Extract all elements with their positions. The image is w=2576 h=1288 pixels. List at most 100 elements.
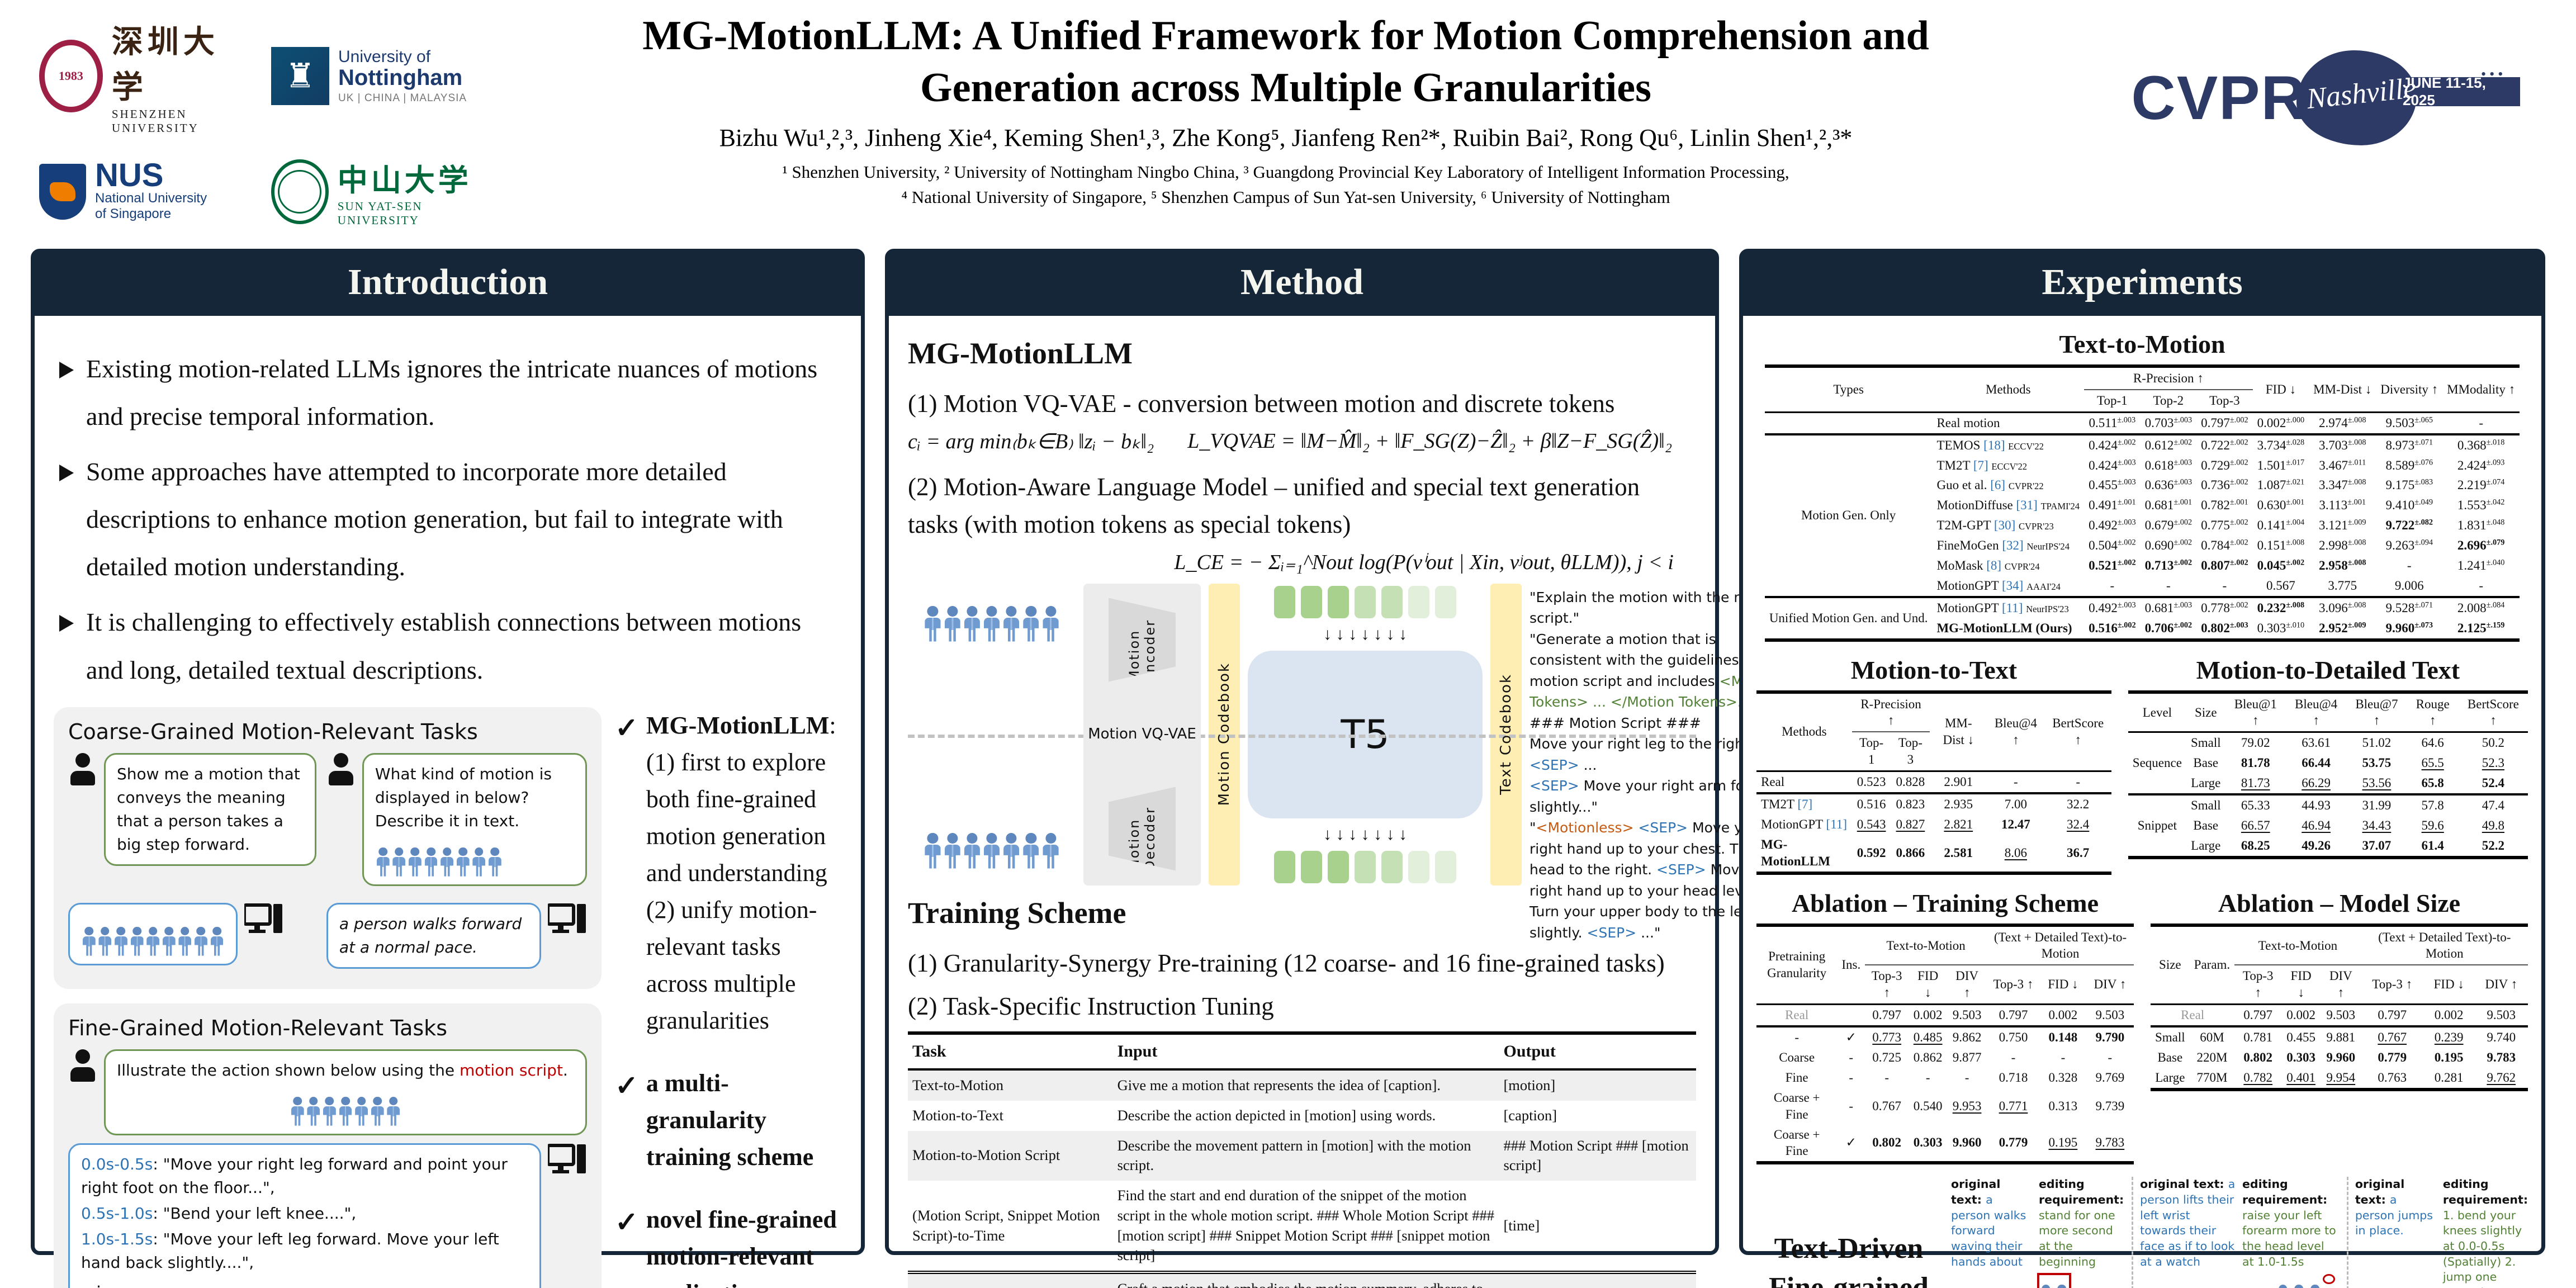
person-silhouette-icon [945,606,960,642]
logo-nus: NUS National University of Singapore [39,155,254,228]
nus-line2: of Singapore [95,206,172,221]
coarse-question-2: What kind of motion is displayed in belo… [362,752,587,886]
ablation-model-size-title: Ablation – Model Size [2218,888,2461,917]
person-silhouette-icon [2309,1285,2322,1288]
person-silhouette-icon [211,927,224,956]
person-silhouette-icon [371,1097,384,1126]
user-icon [326,753,356,785]
logo-university-of-nottingham: ♜ University of Nottingham UK | CHINA | … [271,17,486,135]
guitar-icon: JUNE 11-15, 2025 ••• Nashville [2296,50,2537,145]
motion-frames [81,912,225,956]
person-silhouette-icon [163,927,176,956]
person-silhouette-icon [323,1097,336,1126]
fine-box-title: Fine-Grained Motion-Relevant Tasks [68,1015,447,1040]
computer-icon [547,903,586,933]
coarse-answer-2: a person walks forward at a normal pace. [326,902,541,969]
introduction-column: Introduction Existing motion-related LLM… [31,249,865,1288]
intro-bullet-1: Existing motion-related LLMs ignores the… [86,354,818,431]
user-icon [68,753,97,785]
person-silhouette-icon [377,847,390,877]
input-col-header: Input [1112,1031,1499,1071]
down-arrows: ↓ ↓ ↓ ↓ ↓ ↓ ↓ [1323,825,1407,844]
person-silhouette-icon [98,927,111,956]
training-scheme-heading: Training Scheme [908,896,1126,930]
fine-question-1: Illustrate the action shown below using … [104,1049,587,1135]
figure-divider [908,734,1696,738]
person-silhouette-icon [195,927,207,956]
vqvae-loss-formula: L_VQVAE = ‖M−M̂‖₂ + ‖F_SG(Z)−Ẑ‖₂ + β‖Z−F… [1187,429,1673,453]
person-silhouette-icon [1023,833,1039,869]
poster-title: MG-MotionLLM: A Unified Framework for Mo… [642,13,1929,111]
logo-sun-yat-sen-university: 中山大学 SUN YAT-SEN UNIVERSITY [271,155,486,228]
person-silhouette-icon [1043,833,1058,869]
text-to-motion-table: Types Methods R-Precision ↑ FID ↓ MM-Dis… [1764,364,2520,642]
person-silhouette-icon [115,927,127,956]
person-silhouette-icon [964,833,980,869]
person-silhouette-icon [1003,833,1019,869]
authors: Bizhu Wu¹,²,³, Jinheng Xie⁴, Keming Shen… [719,124,1853,151]
experiments-title: Experiments [1742,252,2542,316]
edit-example-3: original text: a person jumps in place. … [2346,1177,2528,1288]
bullet-arrow-icon [59,362,74,378]
edit-example-1: original text: a person walks forward wa… [1951,1177,2124,1288]
cvpr-wordmark: CVPR [2131,63,2307,132]
input-token-chips [1274,585,1456,618]
coarse-box-title: Coarse-Grained Motion-Relevant Tasks [68,719,478,744]
motion-after [2275,1277,2323,1288]
motion-edit-section: Text-Driven Fine-grained Motion Edit ori… [1756,1177,2528,1288]
person-silhouette-icon [425,847,438,877]
fine-answer-motion-script: 0.0s-0.5s: "Move your right leg forward … [68,1143,541,1288]
check-icon: ✓ [615,1069,638,1101]
introduction-bullets: Existing motion-related LLMs ignores the… [59,345,836,694]
edited-frames-highlight [2037,1273,2071,1288]
method-point-1: (1) Motion VQ-VAE - conversion between m… [908,390,1615,418]
task-col-header: Task [908,1031,1113,1071]
training-scheme-1: (1) Granularity-Synergy Pre-training (12… [908,949,1665,977]
method-point-2: (2) Motion-Aware Language Model – unifie… [908,472,1640,539]
introduction-highlights: ✓ MG-MotionLLM: (1) first to explore both… [615,707,842,1288]
sysu-seal-icon [271,159,329,224]
edit-example-2: original text: a person lifts their left… [2132,1177,2339,1288]
motion-to-text-table-title: Motion-to-Text [1850,655,2018,684]
figure-text-generate-prompt: "Generate a motion that is consistent wi… [1530,631,1784,815]
ablation-model-size-table: Size Param. Text-to-Motion (Text + Detai… [2151,924,2528,1091]
logo-shenzhen-university: 1983 深圳大学 SHENZHEN UNIVERSITY [39,17,254,135]
person-silhouette-icon [355,1097,368,1126]
bullet-arrow-icon [59,615,74,632]
person-silhouette-icon [2293,1285,2305,1288]
person-silhouette-icon [83,927,96,956]
szu-en-name: SHENZHEN UNIVERSITY [111,107,199,135]
uon-line3: UK | CHINA | MALAYSIA [338,92,467,104]
person-silhouette-icon [457,847,470,877]
output-token-chips [1274,850,1456,883]
coarse-grained-tasks-box: Coarse-Grained Motion-Relevant Tasks Sho… [54,707,602,989]
person-silhouette-icon [1003,606,1019,642]
highlight-training-scheme: a multi-granularity training scheme [646,1069,814,1171]
person-silhouette-icon [925,833,940,869]
cvpr-date: JUNE 11-15, 2025 [2403,74,2520,108]
output-motion-frames [923,827,1060,869]
person-silhouette-icon [409,847,422,877]
person-silhouette-icon [307,1097,320,1126]
introduction-title: Introduction [34,252,861,316]
cvpr-nashville-logo: CVPR JUNE 11-15, 2025 ••• Nashville [2131,50,2537,145]
intro-bullet-3: It is challenging to effectively establi… [86,608,802,684]
ce-loss-formula: L_CE = − Σᵢ₌₁^Nout log(P(vⁱout | Xin, vʲ… [1174,550,1674,574]
person-silhouette-icon [392,847,405,877]
person-silhouette-icon [387,1097,400,1126]
szu-cjk-name: 深圳大学 [111,25,219,105]
person-silhouette-icon [489,847,501,877]
method-title: Method [888,252,1716,316]
motion-decoder: Motion Decoder [1109,787,1176,871]
logo-grid: 1983 深圳大学 SHENZHEN UNIVERSITY ♜ Universi… [39,17,486,228]
person-silhouette-icon [131,927,144,956]
intro-bullet-2: Some approaches have attempted to incorp… [86,457,783,581]
computer-icon [244,903,283,933]
motion-to-detailed-text-table-title: Motion-to-Detailed Text [2196,655,2460,684]
motion-encoder: Motion Encoder [1109,598,1176,682]
nus-shield-icon [39,163,86,220]
architecture-figure: Motion Encoder Motion VQ-VAE Motion Deco… [908,583,1787,941]
mg-motionllm-heading: MG-MotionLLM [908,337,1133,370]
experiments-column: Experiments Text-to-Motion Types Methods… [1739,249,2545,1288]
